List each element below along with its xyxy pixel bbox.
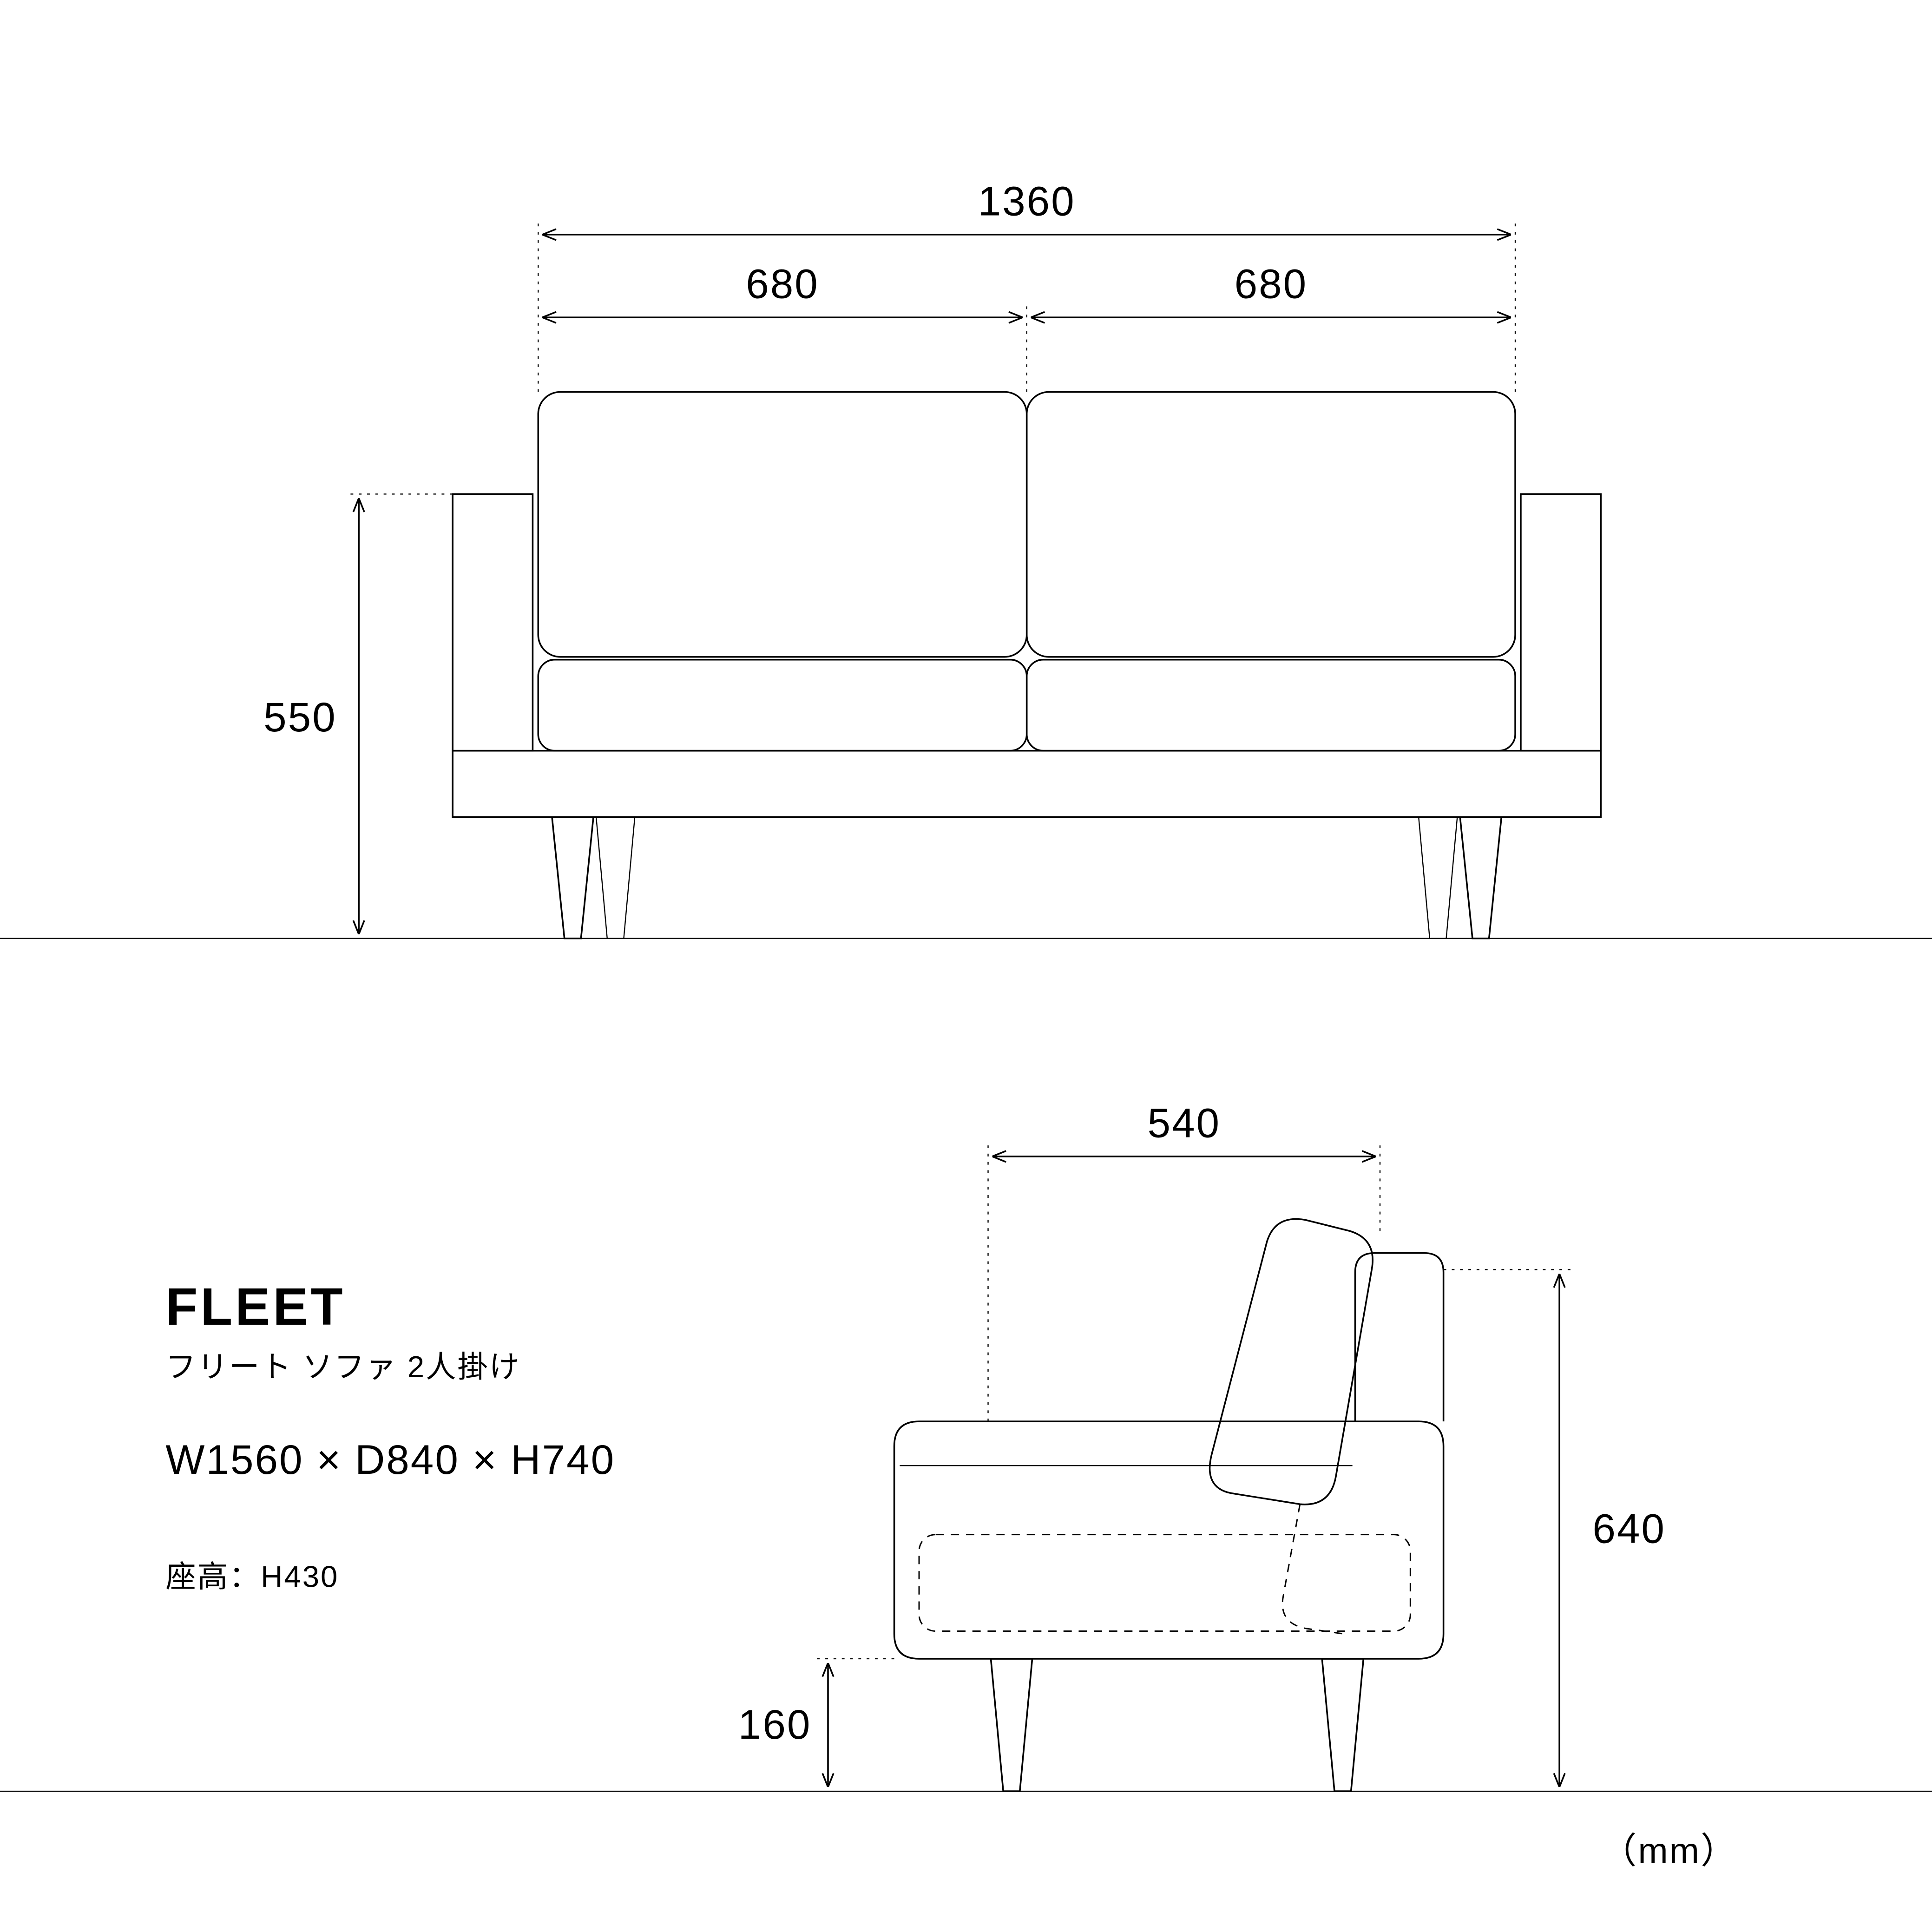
- side-leg-front: [991, 1659, 1032, 1791]
- dim-half-widths: 680 680: [544, 261, 1510, 392]
- dim-leg-clearance: 160: [738, 1659, 894, 1786]
- dim-arm-height-label: 550: [263, 694, 337, 740]
- dim-arm-height: 550: [263, 494, 453, 933]
- front-arm-right: [1521, 494, 1601, 750]
- side-backcushion-dashed: [1282, 1504, 1344, 1634]
- side-body: [894, 1421, 1444, 1659]
- dim-total-width: 1360: [538, 177, 1515, 392]
- product-info: FLEET フリート ソファ 2人掛け W1560 × D840 × H740 …: [165, 1277, 615, 1593]
- front-back-right: [1027, 392, 1515, 657]
- side-leg-back: [1322, 1659, 1363, 1791]
- dim-back-height-label: 640: [1592, 1505, 1666, 1551]
- product-subtitle: フリート ソファ 2人掛け: [165, 1350, 521, 1384]
- dim-half-right-label: 680: [1235, 261, 1308, 307]
- dim-total-width-label: 1360: [978, 177, 1076, 224]
- dim-seat-depth: 540: [988, 1099, 1380, 1421]
- product-title: FLEET: [165, 1277, 345, 1336]
- front-base-frame: [453, 751, 1601, 817]
- front-seat-right: [1027, 660, 1515, 751]
- front-seat-left: [538, 660, 1026, 751]
- front-elevation: 1360 680 680 550: [0, 177, 1932, 938]
- front-back-left: [538, 392, 1026, 657]
- front-leg-left: [552, 817, 593, 938]
- product-spec: W1560 × D840 × H740: [165, 1436, 615, 1483]
- dim-seat-depth-label: 540: [1147, 1099, 1221, 1146]
- side-back-cushion: [1210, 1219, 1373, 1505]
- front-arm-left: [453, 494, 532, 750]
- front-leg-left-back: [596, 817, 635, 938]
- front-leg-right: [1460, 817, 1501, 938]
- unit-label: （mm）: [1601, 1831, 1738, 1871]
- side-seat-dashed: [919, 1535, 1410, 1631]
- side-back-frame: [1355, 1253, 1444, 1421]
- dimension-drawing: 1360 680 680 550: [0, 0, 1932, 1932]
- dim-leg-clearance-label: 160: [738, 1701, 812, 1748]
- front-leg-right-back: [1419, 817, 1457, 938]
- dim-half-left-label: 680: [746, 261, 819, 307]
- product-seat-height: 座高：H430: [165, 1560, 339, 1594]
- dim-back-height: 640: [1444, 1269, 1666, 1786]
